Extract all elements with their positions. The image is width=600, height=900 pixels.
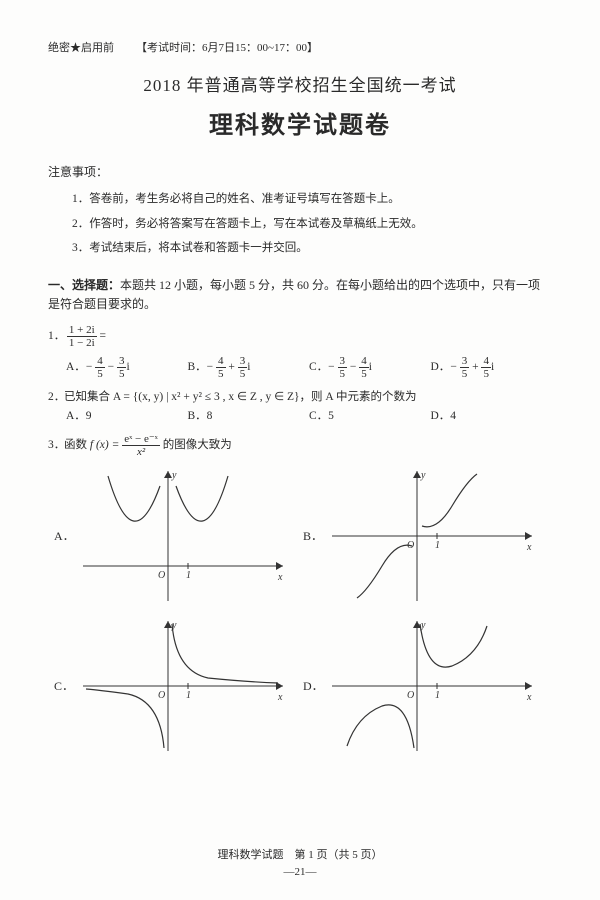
graph-b-wrap: B． O 1 y x	[303, 466, 552, 606]
q1-opt-a: A．− 45 − 35i	[66, 355, 188, 380]
title-year: 2018 年普通高等学校招生全国统一考试	[48, 72, 552, 99]
footer-line1: 理科数学试题 第 1 页（共 5 页）	[0, 847, 600, 865]
part1-bold: 一、选择题：	[48, 278, 120, 292]
graph-d: O 1 y x	[327, 616, 537, 756]
q2-options: A．9 B．8 C．5 D．4	[66, 407, 552, 425]
q1-opt-c: C．− 35 − 45i	[309, 355, 431, 380]
svg-text:x: x	[277, 572, 283, 583]
svg-text:x: x	[526, 542, 532, 553]
svg-text:O: O	[407, 690, 414, 701]
confidential-label: 绝密★启用前	[48, 42, 114, 54]
svg-text:1: 1	[186, 570, 191, 581]
svg-text:y: y	[171, 470, 177, 481]
q2-num: 2．	[48, 388, 64, 406]
part1-head: 一、选择题：本题共 12 小题，每小题 5 分，共 60 分。在每小题给出的四个…	[48, 276, 552, 314]
title-subject: 理科数学试题卷	[48, 107, 552, 145]
question-1: 1． 1 + 2i 1 − 2i = A．− 45 − 35i B．− 45 +…	[48, 324, 552, 380]
graph-a-wrap: A． O 1 y x	[54, 466, 303, 606]
graph-d-label: D．	[303, 677, 327, 696]
notice-item-3: 3．考试结束后，将本试卷和答题卡一并交回。	[72, 239, 552, 257]
graph-c-wrap: C． O 1 y x	[54, 616, 303, 756]
q1-options: A．− 45 − 35i B．− 45 + 35i C．− 35 − 45i D…	[66, 355, 552, 380]
q3-num: 3．	[48, 436, 64, 454]
q2-opt-a: A．9	[66, 407, 188, 425]
graph-c-label: C．	[54, 677, 78, 696]
q3-fraction: eˣ − e⁻ˣx²	[122, 433, 160, 458]
notice-item-1: 1．答卷前，考生务必将自己的姓名、准考证号填写在答题卡上。	[72, 190, 552, 208]
page-footer: 理科数学试题 第 1 页（共 5 页） —21—	[0, 847, 600, 882]
svg-text:1: 1	[435, 540, 440, 551]
q1-opt-b: B．− 45 + 35i	[188, 355, 310, 380]
svg-text:y: y	[420, 470, 426, 481]
exam-time: 【考试时间：6月7日15：00~17：00】	[136, 42, 318, 54]
svg-text:x: x	[277, 692, 283, 703]
svg-text:1: 1	[435, 690, 440, 701]
question-3: 3．函数 f (x) = eˣ − e⁻ˣx² 的图像大致为	[48, 433, 552, 458]
graph-c: O 1 y x	[78, 616, 288, 756]
q1-num: 1．	[48, 327, 64, 345]
svg-text:O: O	[158, 690, 165, 701]
svg-text:O: O	[158, 570, 165, 581]
svg-text:x: x	[526, 692, 532, 703]
footer-line2: —21—	[0, 864, 600, 882]
graph-a-label: A．	[54, 527, 78, 546]
q2-opt-c: C．5	[309, 407, 431, 425]
q1-opt-d: D．− 35 + 45i	[431, 355, 553, 380]
exam-page: { "header": { "confidential": "绝密★启用前", …	[0, 0, 600, 900]
q3-graphs: A． O 1 y x B． O 1 y x C．	[54, 466, 552, 766]
graph-d-wrap: D． O 1 y x	[303, 616, 552, 756]
graph-b-label: B．	[303, 527, 327, 546]
header-line: 绝密★启用前 【考试时间：6月7日15：00~17：00】	[48, 40, 552, 58]
svg-text:1: 1	[186, 690, 191, 701]
notice-head: 注意事项：	[48, 163, 552, 182]
graph-a: O 1 y x	[78, 466, 288, 606]
notice-item-2: 2．作答时，务必将答案写在答题卡上，写在本试卷及草稿纸上无效。	[72, 215, 552, 233]
q2-opt-b: B．8	[188, 407, 310, 425]
q2-opt-d: D．4	[431, 407, 553, 425]
part1-rest: 本题共 12 小题，每小题 5 分，共 60 分。在每小题给出的四个选项中，只有…	[48, 278, 540, 311]
question-2: 2．已知集合 A = {(x, y) | x² + y² ≤ 3 , x ∈ Z…	[48, 388, 552, 425]
q1-fraction: 1 + 2i 1 − 2i	[67, 324, 97, 349]
q2-text: 已知集合 A = {(x, y) | x² + y² ≤ 3 , x ∈ Z ,…	[64, 391, 416, 403]
graph-b: O 1 y x	[327, 466, 537, 606]
